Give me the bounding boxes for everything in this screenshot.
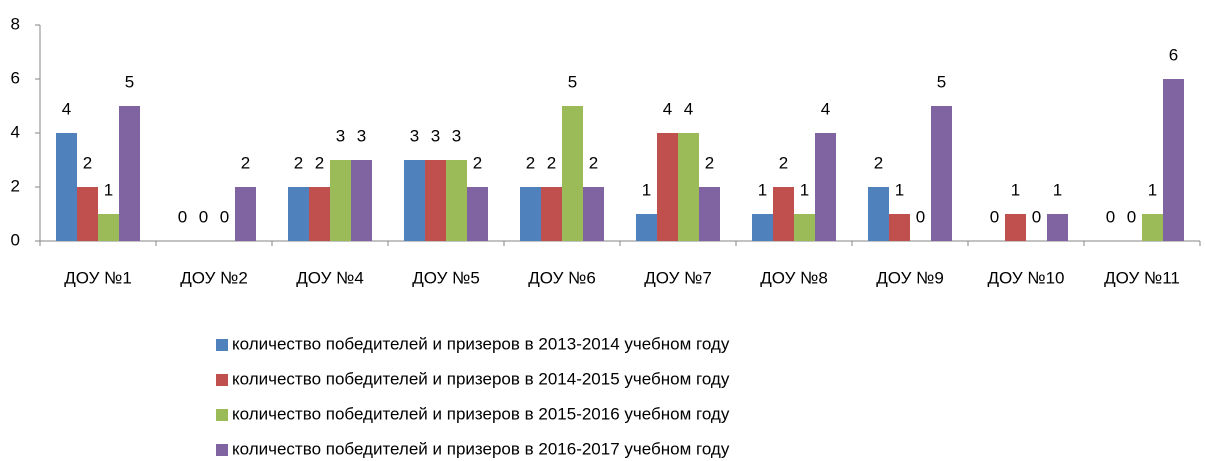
bar xyxy=(404,160,425,241)
bar xyxy=(1047,214,1068,241)
bar xyxy=(657,133,678,241)
data-label: 1 xyxy=(1011,180,1020,199)
bar xyxy=(1005,214,1026,241)
data-label: 3 xyxy=(336,126,345,145)
bar xyxy=(815,133,836,241)
data-label: 1 xyxy=(800,180,809,199)
data-label: 5 xyxy=(937,72,946,91)
bar xyxy=(583,187,604,241)
bar xyxy=(868,187,889,241)
data-label: 2 xyxy=(705,153,714,172)
data-label: 4 xyxy=(684,99,693,118)
data-label: 1 xyxy=(1053,180,1062,199)
bar xyxy=(98,214,119,241)
bar xyxy=(541,187,562,241)
data-label: 0 xyxy=(916,207,925,226)
legend-swatch xyxy=(216,409,228,421)
legend-label: количество победителей и призеров в 2014… xyxy=(232,369,730,388)
y-tick-label: 0 xyxy=(11,230,20,249)
x-tick-label: ДОУ №9 xyxy=(876,268,944,287)
data-label: 5 xyxy=(125,72,134,91)
bar xyxy=(678,133,699,241)
legend-swatch xyxy=(216,339,228,351)
data-label: 2 xyxy=(526,153,535,172)
legend-swatch xyxy=(216,374,228,386)
data-label: 3 xyxy=(452,126,461,145)
bar xyxy=(330,160,351,241)
x-tick-label: ДОУ №5 xyxy=(412,268,480,287)
legend-label: количество победителей и призеров в 2016… xyxy=(232,439,730,458)
data-label: 4 xyxy=(62,99,71,118)
data-label: 2 xyxy=(779,153,788,172)
data-label: 0 xyxy=(1127,207,1136,226)
data-label: 2 xyxy=(589,153,598,172)
legend-label: количество победителей и призеров в 2015… xyxy=(232,404,730,423)
bar xyxy=(446,160,467,241)
bar xyxy=(467,187,488,241)
bar xyxy=(56,133,77,241)
data-label: 1 xyxy=(895,180,904,199)
y-tick-label: 8 xyxy=(11,14,20,33)
data-label: 0 xyxy=(1032,207,1041,226)
y-tick-label: 4 xyxy=(11,122,20,141)
data-label: 0 xyxy=(220,207,229,226)
legend-swatch xyxy=(216,444,228,456)
data-label: 1 xyxy=(104,180,113,199)
data-label: 2 xyxy=(547,153,556,172)
x-tick-label: ДОУ №6 xyxy=(528,268,596,287)
x-tick-label: ДОУ №2 xyxy=(180,268,248,287)
data-label: 1 xyxy=(642,180,651,199)
bar xyxy=(931,106,952,241)
data-label: 4 xyxy=(663,99,672,118)
data-label: 3 xyxy=(357,126,366,145)
bar xyxy=(235,187,256,241)
bar xyxy=(699,187,720,241)
x-tick-label: ДОУ №4 xyxy=(296,268,364,287)
bar xyxy=(794,214,815,241)
bar xyxy=(1163,79,1184,241)
data-label: 6 xyxy=(1169,45,1178,64)
y-tick-label: 2 xyxy=(11,176,20,195)
bar xyxy=(773,187,794,241)
bar xyxy=(520,187,541,241)
bar xyxy=(752,214,773,241)
bar xyxy=(309,187,330,241)
bar xyxy=(425,160,446,241)
data-label: 0 xyxy=(990,207,999,226)
bar xyxy=(288,187,309,241)
x-tick-label: ДОУ №8 xyxy=(760,268,828,287)
x-tick-label: ДОУ №11 xyxy=(1104,268,1180,287)
bar xyxy=(1142,214,1163,241)
data-label: 2 xyxy=(83,153,92,172)
data-label: 2 xyxy=(294,153,303,172)
data-label: 0 xyxy=(1106,207,1115,226)
x-tick-label: ДОУ №1 xyxy=(64,268,132,287)
data-label: 1 xyxy=(758,180,767,199)
bar xyxy=(562,106,583,241)
data-label: 0 xyxy=(178,207,187,226)
x-tick-label: ДОУ №10 xyxy=(987,268,1064,287)
data-label: 2 xyxy=(241,153,250,172)
data-label: 1 xyxy=(1148,180,1157,199)
x-tick-label: ДОУ №7 xyxy=(644,268,712,287)
data-label: 0 xyxy=(199,207,208,226)
y-tick-label: 6 xyxy=(11,68,20,87)
data-label: 2 xyxy=(473,153,482,172)
data-label: 3 xyxy=(410,126,419,145)
data-label: 5 xyxy=(568,72,577,91)
bar xyxy=(889,214,910,241)
bar xyxy=(351,160,372,241)
bar xyxy=(119,106,140,241)
data-label: 2 xyxy=(315,153,324,172)
bar xyxy=(77,187,98,241)
legend-label: количество победителей и призеров в 2013… xyxy=(232,334,730,353)
data-label: 4 xyxy=(821,99,830,118)
bar xyxy=(636,214,657,241)
data-label: 3 xyxy=(431,126,440,145)
data-label: 2 xyxy=(874,153,883,172)
